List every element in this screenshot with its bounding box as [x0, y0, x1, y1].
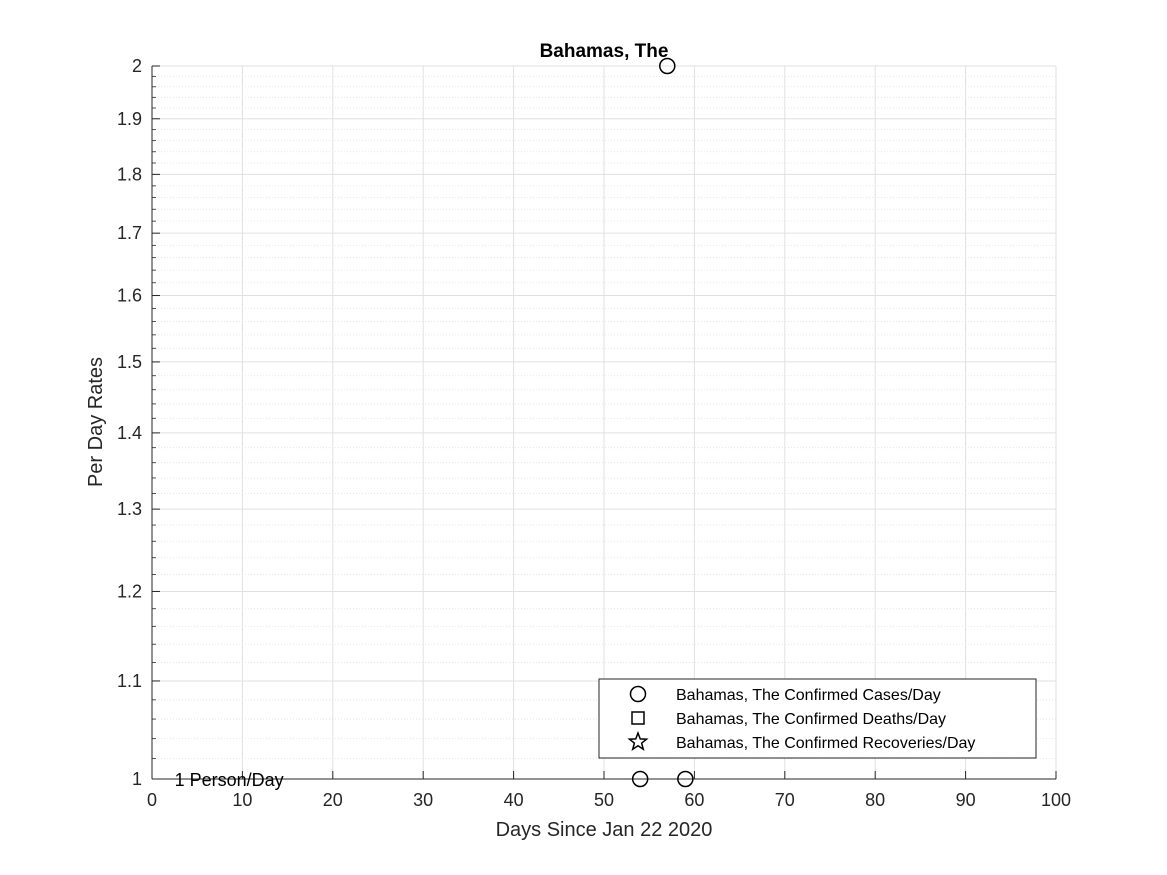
data-markers: [631, 57, 694, 788]
y-tick-label: 1.5: [117, 352, 142, 372]
y-tick-label: 2: [132, 56, 142, 76]
y-tick-label: 1: [132, 769, 142, 789]
x-tick-label: 60: [684, 790, 704, 810]
data-point: [631, 770, 649, 788]
legend-star-icon: [627, 730, 649, 752]
x-tick-label: 40: [504, 790, 524, 810]
y-axis-ticks: 1 1.1 1.2 1.3 1.4 1.5 1.6 1.7 1.8 1.9 2: [117, 56, 160, 789]
x-tick-label: 90: [956, 790, 976, 810]
legend-box: [598, 678, 1037, 759]
x-tick-label: 80: [865, 790, 885, 810]
x-tick-label: 100: [1041, 790, 1071, 810]
x-tick-label: 20: [323, 790, 343, 810]
x-tick-label: 70: [775, 790, 795, 810]
legend-entry-deaths: Bahamas, The Confirmed Deaths/Day: [676, 711, 946, 728]
y-tick-label: 1.9: [117, 109, 142, 129]
y-tick-label: 1.3: [117, 499, 142, 519]
legend-circle-icon: [629, 685, 647, 703]
x-axis-ticks: 0 10 20 30 40 50 60 70 80 90 100: [147, 771, 1071, 810]
y-tick-label: 1.1: [117, 671, 142, 691]
y-tick-label: 1.2: [117, 581, 142, 601]
x-tick-label: 30: [413, 790, 433, 810]
y-tick-label: 1.8: [117, 164, 142, 184]
legend-entry-recoveries: Bahamas, The Confirmed Recoveries/Day: [676, 735, 975, 752]
legend-entry-cases: Bahamas, The Confirmed Cases/Day: [676, 687, 941, 704]
y-tick-label: 1.4: [117, 423, 142, 443]
x-tick-label: 10: [232, 790, 252, 810]
y-axis-label: Per Day Rates: [85, 357, 107, 487]
y-tick-label: 1.6: [117, 286, 142, 306]
x-tick-label: 0: [147, 790, 157, 810]
legend-square-icon: [631, 711, 645, 725]
data-point: [659, 57, 676, 75]
x-axis-label: Days Since Jan 22 2020: [496, 819, 713, 841]
legend: Bahamas, The Confirmed Cases/Day Bahamas…: [598, 678, 1037, 759]
x-tick-label: 50: [594, 790, 614, 810]
annotation-1-person-day: 1 Person/Day: [175, 770, 284, 790]
data-point: [677, 770, 694, 788]
y-tick-label: 1.7: [117, 223, 142, 243]
chart-title: Bahamas, The: [540, 41, 669, 62]
